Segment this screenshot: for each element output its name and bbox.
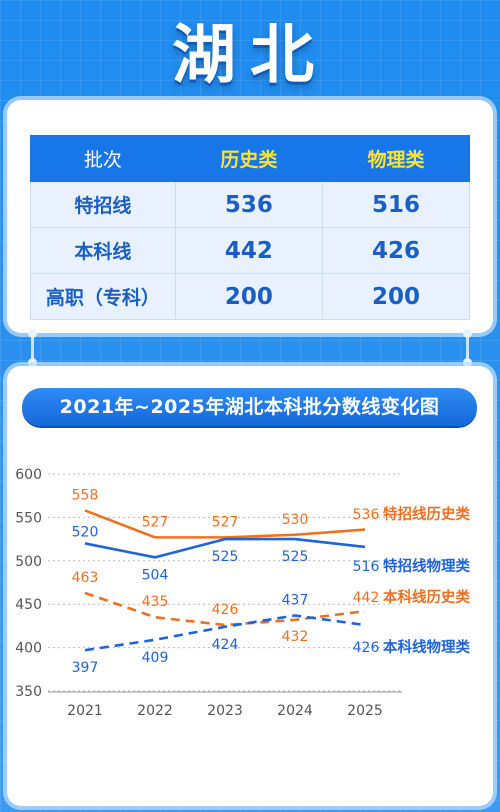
data-label: 520 (72, 524, 99, 540)
data-label: 426 (212, 602, 239, 618)
data-label: 536 (353, 507, 380, 523)
card-connector-right (463, 329, 472, 367)
series-line (84, 509, 366, 539)
data-label: 527 (142, 514, 169, 530)
chart-title: 2021年~2025年湖北本科批分数线变化图 (22, 388, 477, 426)
y-tick-label: 400 (15, 641, 42, 657)
series-line (84, 591, 366, 627)
physics-score: 516 (321, 181, 471, 228)
series-legend-label: 特招线物理类 (383, 557, 470, 575)
data-label: 409 (142, 650, 169, 666)
y-tick-label: 350 (15, 684, 42, 700)
data-label: 397 (72, 660, 99, 676)
score-table-card: 批次 历史类 物理类 特招线 536 516 本科线 442 426 高职（专科… (7, 100, 493, 333)
table-header-row: 批次 历史类 物理类 (30, 135, 471, 182)
table-row: 特招线 536 516 (30, 181, 471, 228)
row-label: 本科线 (30, 227, 176, 274)
x-tick-label: 2025 (347, 703, 383, 719)
y-tick-label: 500 (15, 554, 42, 570)
data-label: 442 (353, 590, 380, 606)
data-label: 525 (212, 549, 239, 565)
data-label: 525 (282, 549, 309, 565)
physics-score: 426 (321, 227, 471, 274)
data-label: 435 (142, 594, 169, 610)
card-connector-left (28, 329, 37, 367)
data-label: 527 (212, 514, 239, 530)
y-tick-label: 450 (15, 597, 42, 613)
data-label: 516 (353, 559, 380, 575)
y-tick-label: 600 (15, 467, 42, 483)
data-label: 463 (72, 570, 99, 586)
series-legend-label: 本科线物理类 (383, 638, 470, 656)
physics-score: 200 (321, 273, 471, 320)
history-score: 442 (174, 227, 323, 274)
page-title: 湖北 (172, 19, 328, 93)
series-line (84, 537, 366, 559)
row-label: 特招线 (30, 181, 176, 228)
row-label: 高职（专科） (30, 273, 176, 320)
table-row: 本科线 442 426 (30, 227, 471, 274)
x-tick-label: 2022 (137, 703, 173, 719)
data-label: 530 (282, 512, 309, 528)
series-legend-label: 特招线历史类 (383, 505, 470, 523)
history-score: 536 (174, 181, 323, 228)
data-label: 432 (282, 629, 309, 645)
data-label: 437 (282, 592, 309, 608)
series-line (84, 614, 366, 652)
table-row: 高职（专科） 200 200 (30, 273, 471, 320)
data-label: 426 (353, 640, 380, 656)
x-tick-label: 2024 (277, 703, 313, 719)
x-tick-label: 2023 (207, 703, 243, 719)
data-label: 504 (142, 567, 169, 583)
series-legend-label: 本科线历史类 (383, 588, 470, 606)
header-physics: 物理类 (321, 135, 471, 182)
history-score: 200 (174, 273, 323, 320)
score-table: 批次 历史类 物理类 特招线 536 516 本科线 442 426 高职（专科… (30, 135, 471, 320)
chart-card (7, 366, 493, 806)
x-tick-label: 2021 (67, 703, 103, 719)
y-tick-label: 550 (15, 510, 42, 526)
data-label: 424 (212, 637, 239, 653)
data-label: 558 (72, 487, 99, 503)
